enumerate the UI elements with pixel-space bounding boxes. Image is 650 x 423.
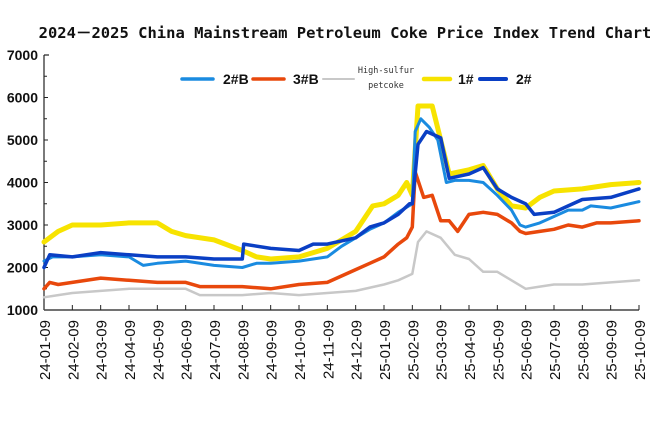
x-tick-label: 25-08-09 <box>575 320 592 380</box>
series-line-1 <box>41 103 642 262</box>
x-tick-label: 24-11-09 <box>320 320 337 379</box>
x-axis: 24-01-09 24-02-09 24-03-09 24-04-09 24-05-09… <box>37 305 649 380</box>
series-layer <box>41 103 642 299</box>
x-tick-label: 24-09-09 <box>264 320 281 380</box>
legend-item-2b: 2#B <box>180 71 249 87</box>
y-tick-label: 4000 <box>7 175 38 191</box>
legend-label-high-sulfur-line1: High-sulfur <box>358 66 414 76</box>
legend-item-high-sulfur: High-sulfur petcoke <box>322 66 414 91</box>
x-tick-label: 25-04-09 <box>462 320 479 380</box>
x-tick-label: 24-07-09 <box>207 320 224 380</box>
x-tick-label: 25-05-09 <box>490 320 507 380</box>
x-tick-label: 25-06-09 <box>519 320 536 380</box>
y-tick-label: 6000 <box>7 90 38 106</box>
x-tick-label: 24-02-09 <box>65 320 82 380</box>
x-tick-label: 25-07-09 <box>547 320 564 380</box>
chart-title: 2024－2025 China Mainstream Petroleum Cok… <box>39 24 650 42</box>
x-tick-label: 24-03-09 <box>94 320 111 380</box>
x-tick-label: 24-12-09 <box>349 320 366 380</box>
x-tick-label: 25-01-09 <box>377 320 394 380</box>
legend-item-1: 1# <box>421 71 474 87</box>
x-tick-label: 24-08-09 <box>235 320 252 380</box>
legend-item-2: 2# <box>478 71 532 87</box>
y-axis: 1000 2000 3000 4000 5000 6000 7000 <box>7 47 49 318</box>
y-tick-label: 1000 <box>7 302 38 318</box>
legend-label-1: 1# <box>458 71 474 87</box>
series-line-3-b <box>42 170 641 291</box>
y-tick-label: 3000 <box>7 217 38 233</box>
legend-label-3b: 3#B <box>293 71 319 87</box>
legend-item-3b: 3#B <box>251 71 319 87</box>
y-tick-label: 2000 <box>7 260 38 276</box>
x-tick-label: 24-06-09 <box>179 320 196 380</box>
y-tick-label: 5000 <box>7 132 38 148</box>
x-tick-label: 24-05-09 <box>150 320 167 380</box>
legend-label-2b: 2#B <box>223 71 249 87</box>
legend-label-2: 2# <box>516 71 532 87</box>
x-tick-label: 25-09-09 <box>604 320 621 380</box>
x-tick-label: 25-03-09 <box>434 320 451 380</box>
y-tick-label: 7000 <box>7 47 38 63</box>
x-tick-label: 24-04-09 <box>122 320 139 380</box>
legend: 2#B 3#B High-sulfur petcoke 1# 2# <box>180 66 532 91</box>
x-tick-label: 25-02-09 <box>405 320 422 380</box>
legend-label-high-sulfur-line2: petcoke <box>368 81 404 91</box>
x-tick-label: 25-10-09 <box>632 320 649 380</box>
x-tick-label: 24-01-09 <box>37 320 54 380</box>
x-tick-label: 24-10-09 <box>292 320 309 380</box>
